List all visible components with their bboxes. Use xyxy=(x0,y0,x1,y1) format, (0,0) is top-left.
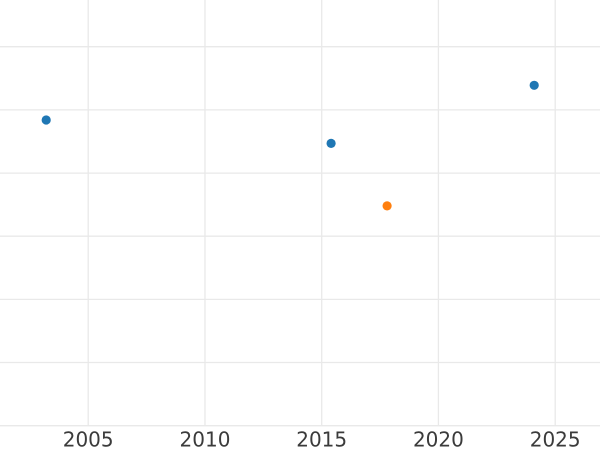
x-tick-label-2010: 2010 xyxy=(180,428,231,450)
data-point-series-blue-2 xyxy=(529,80,539,90)
x-tick-label-2025: 2025 xyxy=(530,428,581,450)
data-point-series-orange-0 xyxy=(382,201,392,211)
x-tick-label-2020: 2020 xyxy=(413,428,464,450)
x-tick-label-2015: 2015 xyxy=(296,428,347,450)
data-point-series-blue-1 xyxy=(326,138,336,148)
data-point-series-blue-0 xyxy=(41,115,51,125)
x-tick-label-2005: 2005 xyxy=(63,428,114,450)
